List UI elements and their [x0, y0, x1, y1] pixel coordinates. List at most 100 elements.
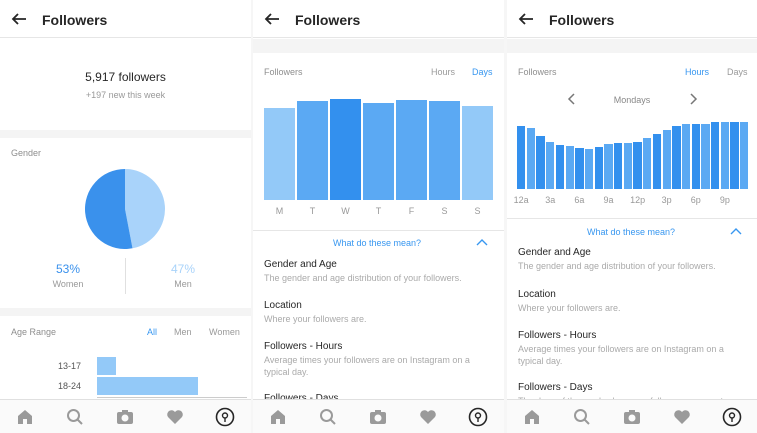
- age-axis-line: [97, 397, 247, 398]
- hour-bar: [546, 142, 555, 189]
- home-icon[interactable]: [15, 407, 35, 427]
- day-selector: Mondays: [613, 95, 651, 105]
- divider: [253, 39, 504, 53]
- info-desc: The days of the week when your followers…: [518, 395, 750, 400]
- back-arrow-icon[interactable]: [263, 10, 281, 28]
- profile-icon[interactable]: [468, 407, 488, 427]
- what-do-these-mean-link[interactable]: What do these mean?: [587, 227, 676, 237]
- day-tick-label: F: [408, 206, 415, 216]
- header: Followers: [253, 0, 504, 38]
- gender-label: Gender: [11, 148, 42, 158]
- hour-tick-label: 9a: [603, 195, 614, 205]
- hour-bar: [652, 134, 662, 189]
- day-tick-label: M: [275, 206, 284, 216]
- day-bar: [396, 100, 427, 200]
- age-filter-all[interactable]: All: [147, 327, 158, 337]
- page-title: Followers: [549, 12, 615, 28]
- info-desc: Where your followers are.: [518, 303, 621, 313]
- day-tick-label: S: [474, 206, 481, 216]
- panel-followers-hours: Followers Followers Hours Days Mondays 1…: [507, 0, 757, 433]
- header: Followers: [507, 0, 757, 38]
- day-tick-label: T: [375, 206, 382, 216]
- search-icon[interactable]: [572, 407, 592, 427]
- toggle-hours[interactable]: Hours: [431, 67, 456, 77]
- info-heading: Followers - Hours: [264, 341, 343, 352]
- divider: [507, 218, 757, 219]
- hour-bar: [662, 130, 671, 189]
- new-this-week: +197 new this week: [85, 90, 166, 100]
- age-bar: [97, 377, 198, 395]
- what-do-these-mean-link[interactable]: What do these mean?: [333, 238, 422, 248]
- day-bar: [363, 103, 394, 200]
- gender-pie-chart: [85, 169, 166, 249]
- hour-bar: [633, 142, 642, 189]
- day-bar: [264, 108, 295, 200]
- hour-bar: [536, 135, 545, 189]
- chevron-up-icon[interactable]: [730, 227, 742, 237]
- heart-icon[interactable]: [165, 407, 185, 427]
- info-heading: Gender and Age: [264, 259, 337, 270]
- divider: [253, 230, 504, 231]
- hour-bar: [555, 145, 565, 189]
- search-icon[interactable]: [318, 407, 338, 427]
- day-bar: [297, 101, 328, 200]
- men-label: Men: [174, 279, 192, 289]
- age-bar: [97, 357, 116, 375]
- tab-bar: [0, 399, 251, 433]
- camera-icon[interactable]: [368, 407, 388, 427]
- header: Followers: [0, 0, 251, 38]
- profile-icon[interactable]: [722, 407, 742, 427]
- age-filter-men[interactable]: Men: [174, 327, 192, 337]
- hour-tick-label: 12p: [630, 195, 646, 205]
- divider: [507, 39, 757, 53]
- heart-icon[interactable]: [418, 407, 438, 427]
- hour-bar: [691, 124, 700, 189]
- camera-icon[interactable]: [622, 407, 642, 427]
- page-title: Followers: [295, 12, 361, 28]
- profile-icon[interactable]: [215, 407, 235, 427]
- home-icon[interactable]: [268, 407, 288, 427]
- hour-bar: [614, 143, 623, 189]
- hour-tick-label: 3p: [661, 195, 672, 205]
- page-title: Followers: [42, 12, 108, 28]
- age-filter-women[interactable]: Women: [209, 327, 240, 337]
- day-bar: [330, 99, 361, 200]
- women-percent: 53%: [55, 262, 81, 276]
- chevron-up-icon[interactable]: [476, 238, 488, 248]
- info-desc: Where your followers are.: [264, 314, 367, 324]
- heart-icon[interactable]: [672, 407, 692, 427]
- panel-followers-days: Followers Followers Hours Days M T W T F S S W…: [253, 0, 504, 433]
- home-icon[interactable]: [522, 407, 542, 427]
- toggle-days[interactable]: Days: [727, 67, 748, 77]
- info-desc: Average times your followers are on Inst…: [264, 355, 470, 377]
- camera-icon[interactable]: [115, 407, 135, 427]
- chevron-right-icon[interactable]: [688, 93, 698, 105]
- divider: [0, 130, 251, 138]
- day-tick-label: T: [309, 206, 316, 216]
- hour-bar: [565, 145, 574, 189]
- day-tick-label: W: [341, 206, 350, 216]
- followers-section-label: Followers: [518, 67, 557, 77]
- search-icon[interactable]: [65, 407, 85, 427]
- info-heading: Followers - Days: [264, 393, 338, 404]
- hour-bar: [740, 122, 749, 189]
- hour-tick-label: 12a: [513, 195, 529, 205]
- info-desc: The gender and age distribution of your …: [518, 261, 716, 271]
- chevron-left-icon[interactable]: [567, 93, 577, 105]
- hour-bar: [701, 123, 710, 189]
- toggle-days[interactable]: Days: [472, 67, 493, 77]
- toggle-hours[interactable]: Hours: [685, 67, 710, 77]
- hour-bar: [517, 125, 526, 189]
- hour-bar: [672, 126, 681, 189]
- age-range-label: Age Range: [11, 327, 57, 337]
- info-desc: The gender and age distribution of your …: [264, 273, 462, 283]
- hour-bar: [730, 121, 739, 189]
- back-arrow-icon[interactable]: [517, 10, 535, 28]
- divider: [125, 258, 126, 294]
- day-bar: [462, 106, 493, 200]
- hour-bar: [681, 123, 691, 189]
- followers-count: 5,917 followers: [85, 70, 166, 84]
- hour-bar: [720, 122, 730, 189]
- back-arrow-icon[interactable]: [10, 10, 28, 28]
- age-row-label: 13-17: [58, 361, 82, 371]
